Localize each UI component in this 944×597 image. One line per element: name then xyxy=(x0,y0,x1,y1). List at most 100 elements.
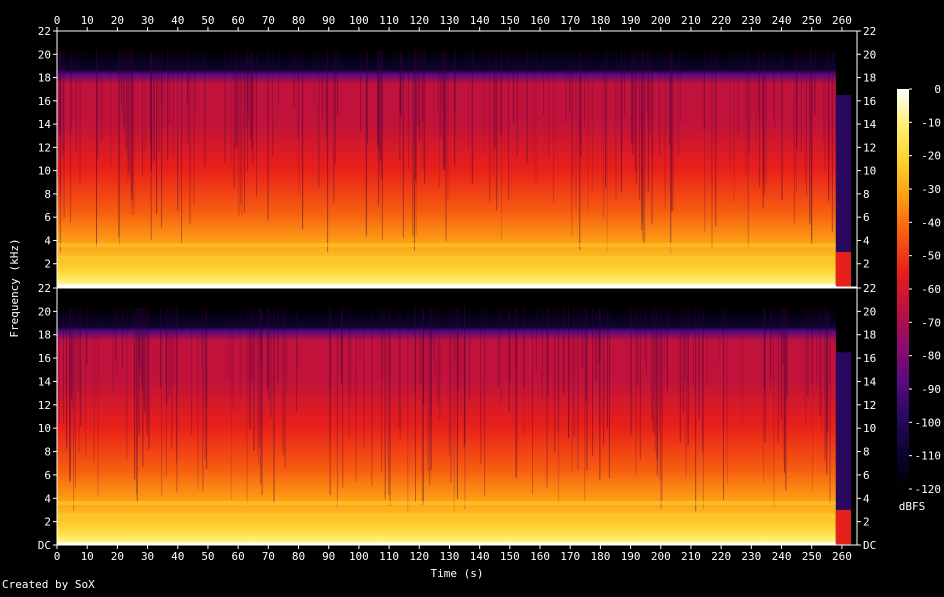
spectrum-streak xyxy=(823,50,825,143)
y-tick-label: 6 xyxy=(863,211,870,224)
spectrum-streak xyxy=(826,307,828,475)
spectrum-streak xyxy=(277,307,279,383)
spectrum-streak xyxy=(296,307,298,413)
spectrum-streak xyxy=(764,307,766,443)
x-tick-label: 100 xyxy=(349,14,369,27)
spectrum-streak xyxy=(127,50,129,182)
spectrum-streak xyxy=(126,307,128,459)
spectrum-streak xyxy=(63,50,65,219)
spectrum-streak xyxy=(421,307,423,506)
spectrum-streak xyxy=(784,307,786,473)
spectrum-streak xyxy=(165,307,167,476)
spectrum-streak xyxy=(197,307,199,490)
spectrum-streak xyxy=(69,307,71,479)
spectrum-streak xyxy=(765,50,767,184)
y-tick-label: 22 xyxy=(38,282,51,295)
spectrum-streak xyxy=(516,307,518,478)
spectrum-streak xyxy=(500,50,502,136)
spectrum-streak xyxy=(598,307,600,364)
spectrum-streak xyxy=(173,307,175,387)
spectrum-streak xyxy=(605,50,607,188)
spectrum-streak xyxy=(140,307,142,384)
x-tick-label: 130 xyxy=(440,550,460,563)
y-tick-label: 22 xyxy=(38,25,51,38)
spectrum-streak xyxy=(647,50,649,192)
spectrum-streak xyxy=(246,50,248,110)
y-tick-label: 8 xyxy=(44,446,51,459)
spectrum-streak xyxy=(464,307,466,510)
spectrum-streak xyxy=(630,307,632,436)
y-tick-label: 14 xyxy=(38,375,52,388)
spectrum-streak xyxy=(677,50,679,155)
spectrum-streak xyxy=(408,50,410,170)
spectrum-streak xyxy=(93,307,95,463)
spectrum-streak xyxy=(297,50,299,140)
spectrum-streak xyxy=(687,307,689,446)
spectrum-streak xyxy=(206,307,208,469)
spectrum-streak xyxy=(187,50,189,103)
y-tick-label: 10 xyxy=(863,422,876,435)
y-tick-label: 18 xyxy=(38,329,51,342)
y-axis-label: Frequency (kHz) xyxy=(8,238,21,337)
spectrum-streak xyxy=(599,307,601,363)
x-tick-label: 220 xyxy=(711,14,731,27)
y-tick-label: 10 xyxy=(38,422,51,435)
spectrum-streak xyxy=(494,50,496,148)
spectrum-streak xyxy=(376,50,378,146)
spectrum-streak xyxy=(437,50,439,112)
y-tick-label: 20 xyxy=(38,48,51,61)
spectrum-streak xyxy=(419,307,421,384)
spectrum-streak xyxy=(349,307,351,399)
spectrum-streak xyxy=(230,307,232,500)
colorbar-label: dBFS xyxy=(899,500,926,513)
y-tick-label: 8 xyxy=(44,188,51,201)
x-tick-label: 0 xyxy=(54,14,61,27)
spectrum-streak xyxy=(138,307,140,362)
x-tick-label: 90 xyxy=(322,14,335,27)
x-tick-label: 130 xyxy=(440,14,460,27)
spectrum-streak xyxy=(573,307,575,437)
spectrum-streak xyxy=(641,50,643,231)
spectrum-streak xyxy=(646,50,648,113)
spectrum-streak xyxy=(471,50,473,184)
spectrum-streak xyxy=(270,307,272,418)
x-tick-label: 60 xyxy=(232,550,245,563)
spectrum-streak xyxy=(189,50,191,225)
spectrum-streak xyxy=(652,307,654,433)
x-tick-label: 160 xyxy=(530,550,550,563)
spectrum-streak xyxy=(172,50,174,158)
x-tick-label: 260 xyxy=(832,550,852,563)
spectrum-streak xyxy=(639,50,641,201)
spectrum-streak xyxy=(811,50,813,245)
spectrum-streak xyxy=(125,50,127,149)
spectrum-streak xyxy=(670,50,672,255)
spectrum-streak xyxy=(359,50,361,131)
y-tick-label: 6 xyxy=(44,211,51,224)
spectrum-streak xyxy=(167,50,169,161)
spectrum-streak xyxy=(204,307,206,408)
spectrum-streak xyxy=(434,307,436,376)
spectrum-streak xyxy=(260,307,262,485)
spectrum-streak xyxy=(169,50,171,125)
spectrum-streak xyxy=(758,50,760,119)
spectrum-streak xyxy=(130,50,132,193)
spectrum-streak xyxy=(348,307,350,439)
x-tick-label: 80 xyxy=(292,550,305,563)
spectrum-streak xyxy=(415,50,417,235)
spectrum-streak xyxy=(680,50,682,123)
spectrum-streak xyxy=(414,307,416,395)
spectrum-streak xyxy=(595,307,597,380)
spectrum-streak xyxy=(826,307,828,433)
spectrum-streak xyxy=(621,50,623,152)
x-tick-label: 190 xyxy=(621,550,641,563)
x-tick-label: 230 xyxy=(741,14,761,27)
spectrum-streak xyxy=(384,307,386,500)
spectrum-streak xyxy=(568,307,570,438)
spectrum-body xyxy=(57,50,836,288)
spectrum-streak xyxy=(168,307,170,397)
spectrum-streak xyxy=(658,50,660,157)
spectrum-streak xyxy=(235,50,237,149)
spectrum-streak xyxy=(489,50,491,203)
spectrum-streak xyxy=(656,307,658,458)
